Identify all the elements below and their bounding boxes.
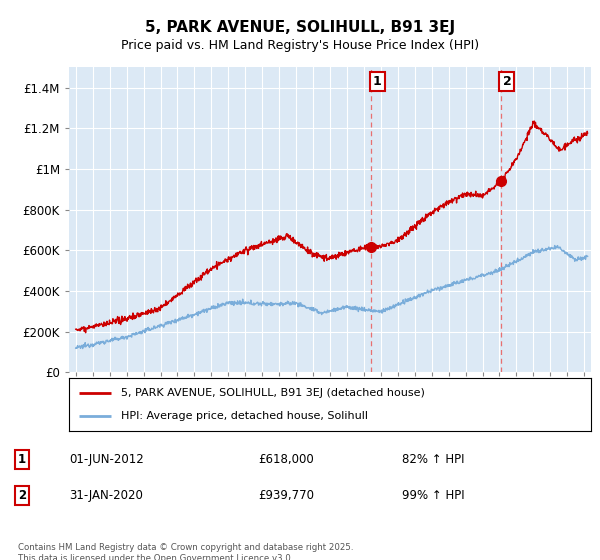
Text: Price paid vs. HM Land Registry's House Price Index (HPI): Price paid vs. HM Land Registry's House … bbox=[121, 39, 479, 52]
Text: 5, PARK AVENUE, SOLIHULL, B91 3EJ (detached house): 5, PARK AVENUE, SOLIHULL, B91 3EJ (detac… bbox=[121, 388, 425, 398]
Text: £939,770: £939,770 bbox=[258, 489, 314, 502]
Text: £618,000: £618,000 bbox=[258, 452, 314, 466]
Text: 31-JAN-2020: 31-JAN-2020 bbox=[69, 489, 143, 502]
Text: 82% ↑ HPI: 82% ↑ HPI bbox=[402, 452, 464, 466]
Text: Contains HM Land Registry data © Crown copyright and database right 2025.
This d: Contains HM Land Registry data © Crown c… bbox=[18, 543, 353, 560]
Text: HPI: Average price, detached house, Solihull: HPI: Average price, detached house, Soli… bbox=[121, 411, 368, 421]
Text: 2: 2 bbox=[18, 489, 26, 502]
Text: 01-JUN-2012: 01-JUN-2012 bbox=[69, 452, 144, 466]
Text: 5, PARK AVENUE, SOLIHULL, B91 3EJ: 5, PARK AVENUE, SOLIHULL, B91 3EJ bbox=[145, 20, 455, 35]
Text: 1: 1 bbox=[18, 452, 26, 466]
Text: 1: 1 bbox=[373, 75, 382, 88]
Text: 99% ↑ HPI: 99% ↑ HPI bbox=[402, 489, 464, 502]
Text: 2: 2 bbox=[503, 75, 511, 88]
